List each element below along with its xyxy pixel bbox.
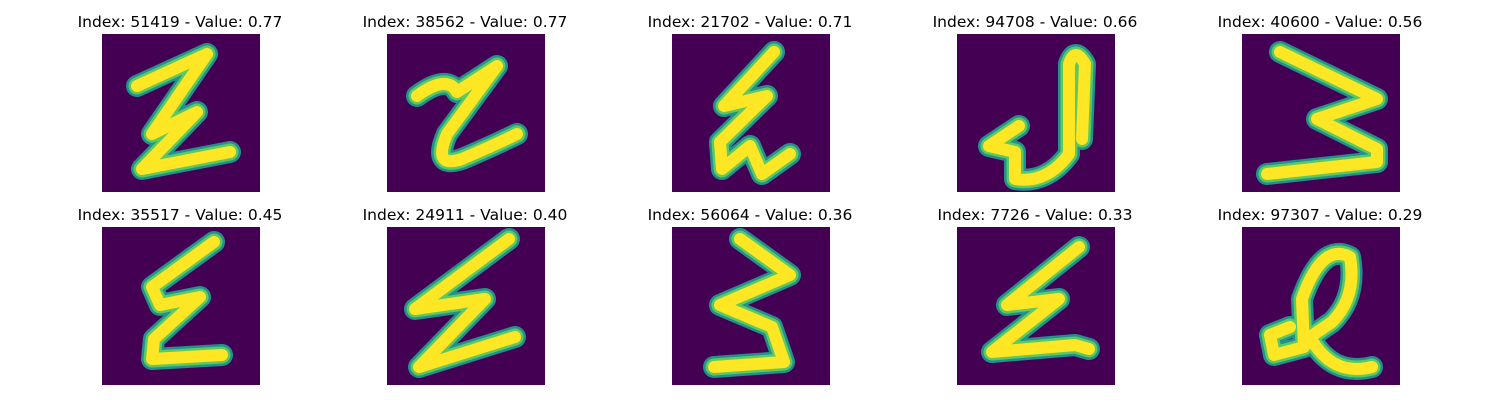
digit-image xyxy=(102,227,260,385)
glyph-stroke xyxy=(409,233,521,373)
glyph-stroke xyxy=(411,60,523,168)
panel-title: Index: 97307 - Value: 0.29 xyxy=(1217,206,1423,224)
glyph-stroke xyxy=(131,48,236,175)
panel-title: Index: 35517 - Value: 0.45 xyxy=(77,206,283,224)
glyph-stroke xyxy=(714,46,796,180)
glyph-stroke xyxy=(146,236,228,365)
glyph-stroke xyxy=(983,49,1091,186)
panel-title: Index: 7726 - Value: 0.33 xyxy=(937,206,1133,224)
glyph-stroke xyxy=(1264,247,1378,375)
digit-image xyxy=(102,34,260,192)
digit-image xyxy=(957,34,1115,192)
glyph-stroke xyxy=(1261,46,1383,180)
panel-title: Index: 51419 - Value: 0.77 xyxy=(77,13,283,31)
digit-image xyxy=(1242,227,1400,385)
digit-image xyxy=(1242,34,1400,192)
digit-image xyxy=(672,34,830,192)
panel-title: Index: 94708 - Value: 0.66 xyxy=(932,13,1138,31)
glyph-stroke xyxy=(986,241,1095,358)
panel-title: Index: 21702 - Value: 0.71 xyxy=(647,13,853,31)
panel-title: Index: 56064 - Value: 0.36 xyxy=(647,206,853,224)
panel-title: Index: 40600 - Value: 0.56 xyxy=(1217,13,1423,31)
digit-image xyxy=(957,227,1115,385)
panel-title: Index: 24911 - Value: 0.40 xyxy=(362,206,568,224)
digit-image xyxy=(387,227,545,385)
digit-image xyxy=(672,227,830,385)
glyph-stroke xyxy=(708,233,796,373)
digit-image xyxy=(387,34,545,192)
panel-title: Index: 38562 - Value: 0.77 xyxy=(362,13,568,31)
